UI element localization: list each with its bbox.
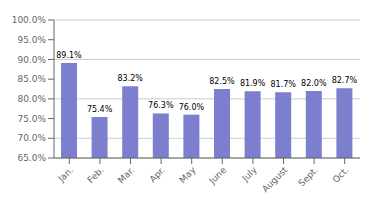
svg-text:81.7%: 81.7% bbox=[270, 80, 296, 89]
svg-text:Jan.: Jan. bbox=[56, 165, 76, 185]
svg-text:August: August bbox=[260, 165, 290, 195]
svg-text:95.0%: 95.0% bbox=[17, 35, 46, 45]
svg-text:75.4%: 75.4% bbox=[87, 105, 113, 114]
svg-text:65.0%: 65.0% bbox=[17, 153, 46, 163]
svg-text:81.9%: 81.9% bbox=[240, 79, 266, 88]
svg-text:Sept.: Sept. bbox=[296, 165, 320, 189]
svg-text:June: June bbox=[207, 165, 229, 187]
svg-text:Mar.: Mar. bbox=[116, 165, 137, 186]
svg-text:May: May bbox=[177, 164, 198, 185]
svg-text:83.2%: 83.2% bbox=[117, 74, 143, 83]
svg-text:85.0%: 85.0% bbox=[17, 74, 46, 84]
svg-text:82.7%: 82.7% bbox=[332, 76, 358, 85]
svg-text:90.0%: 90.0% bbox=[17, 55, 46, 65]
svg-text:82.0%: 82.0% bbox=[301, 79, 327, 88]
svg-text:70.0%: 70.0% bbox=[17, 133, 46, 143]
svg-text:Apr.: Apr. bbox=[148, 165, 168, 185]
svg-text:76.0%: 76.0% bbox=[179, 103, 205, 112]
svg-text:80.0%: 80.0% bbox=[17, 94, 46, 104]
svg-text:89.1%: 89.1% bbox=[56, 51, 82, 60]
svg-text:82.5%: 82.5% bbox=[209, 77, 235, 86]
svg-text:Feb.: Feb. bbox=[85, 165, 105, 185]
svg-text:76.3%: 76.3% bbox=[148, 101, 174, 110]
svg-text:Oct.: Oct. bbox=[331, 165, 351, 185]
svg-text:100.0%: 100.0% bbox=[12, 15, 47, 25]
svg-text:July: July bbox=[240, 164, 260, 184]
svg-text:75.0%: 75.0% bbox=[17, 114, 46, 124]
